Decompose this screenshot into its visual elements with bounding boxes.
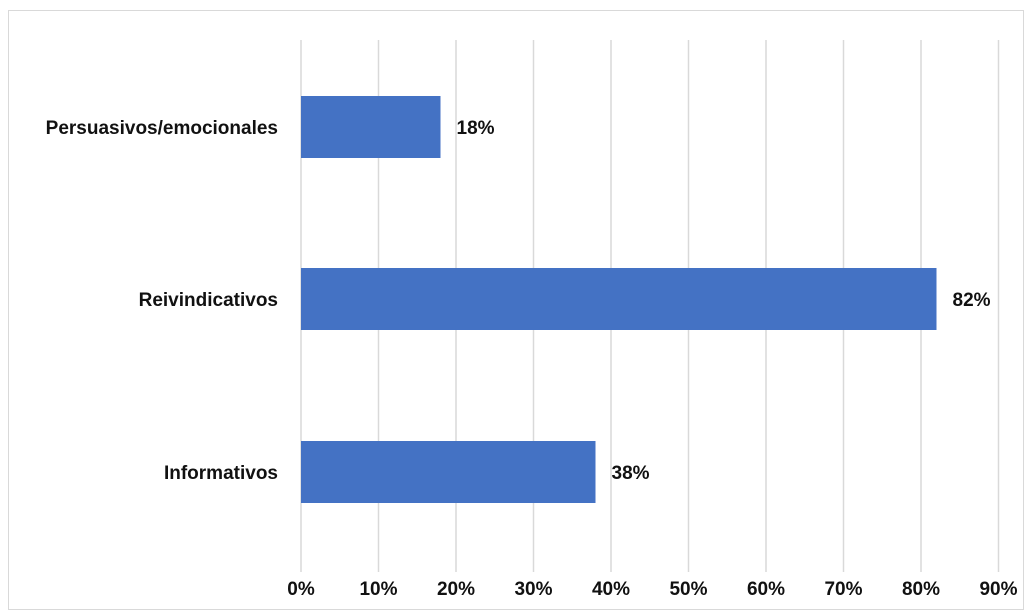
- x-tick-label: 70%: [824, 579, 862, 600]
- data-label: 82%: [953, 290, 991, 311]
- category-label: Informativos: [164, 463, 278, 484]
- data-label: 18%: [457, 118, 495, 139]
- x-tick-label: 40%: [592, 579, 630, 600]
- bar: [301, 268, 937, 330]
- x-tick-labels: 0% 10% 20% 30% 40% 50% 60% 70% 80% 90%: [287, 579, 1017, 600]
- data-label: 38%: [612, 463, 650, 484]
- bars: [301, 96, 937, 503]
- bar: [301, 96, 441, 158]
- x-tick-label: 20%: [437, 579, 475, 600]
- category-labels: Persuasivos/emocionales Reivindicativos In…: [46, 118, 278, 484]
- x-tick-label: 80%: [902, 579, 940, 600]
- x-tick-label: 0%: [287, 579, 315, 600]
- x-tick-label: 60%: [747, 579, 785, 600]
- category-label: Persuasivos/emocionales: [46, 118, 278, 139]
- category-label: Reivindicativos: [139, 290, 278, 311]
- x-tick-label: 10%: [359, 579, 397, 600]
- x-tick-label: 30%: [514, 579, 552, 600]
- data-labels: 18% 82% 38%: [457, 118, 991, 484]
- x-tick-label: 90%: [979, 579, 1017, 600]
- bar: [301, 441, 596, 503]
- x-tick-label: 50%: [669, 579, 707, 600]
